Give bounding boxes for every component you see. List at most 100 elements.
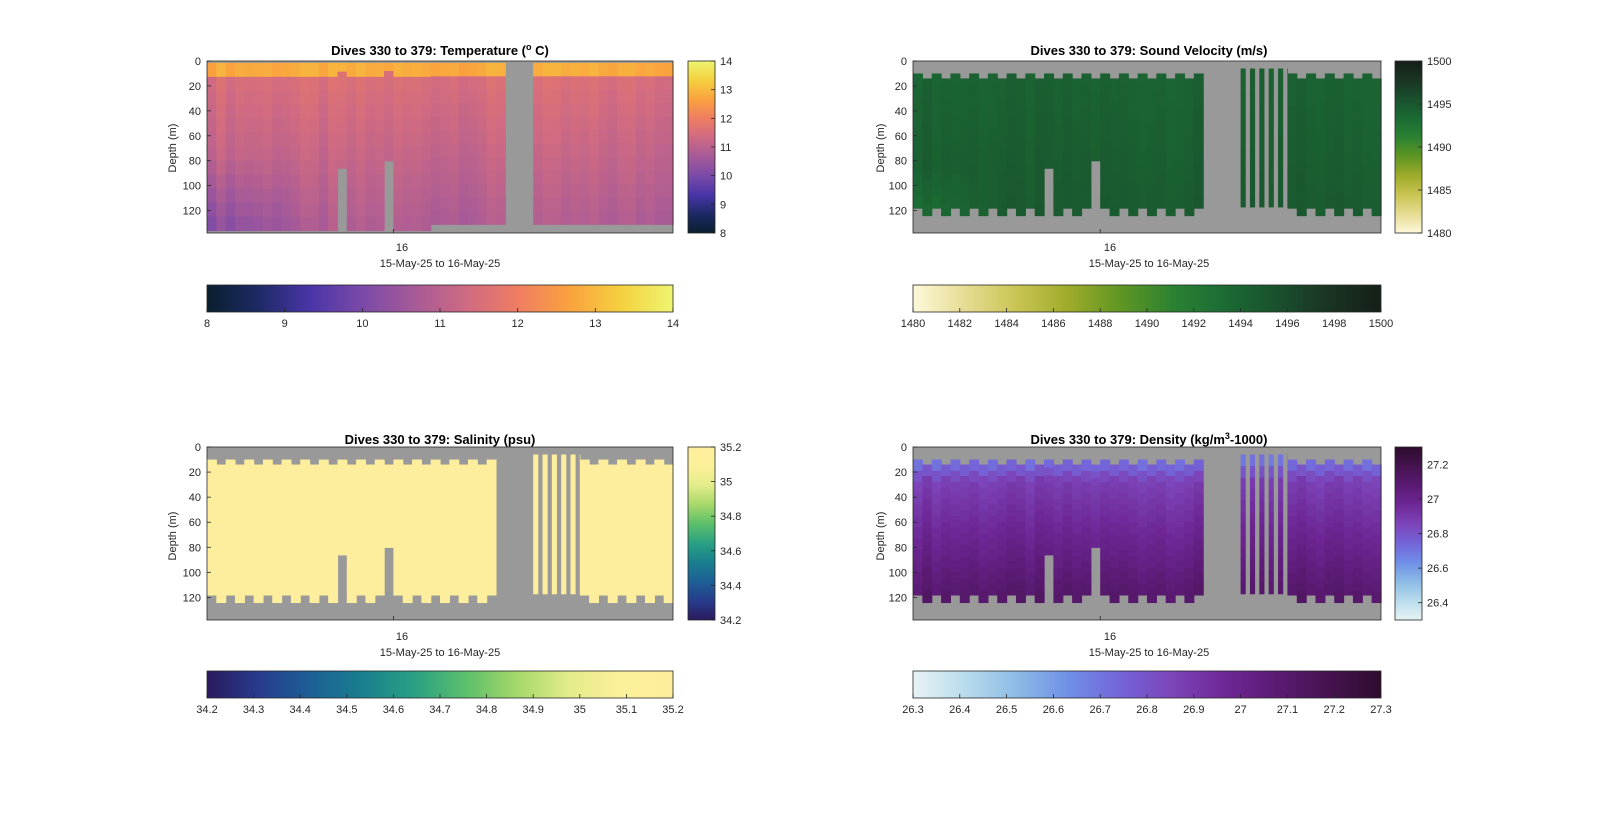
density-side-colorbar-label: 27.2 xyxy=(1427,459,1448,471)
salinity-ytick-label: 20 xyxy=(189,467,201,479)
sound-velocity-cell xyxy=(1109,169,1120,182)
salinity-cell xyxy=(635,504,646,517)
sound-velocity-cell xyxy=(1053,101,1064,114)
temperature-cell xyxy=(467,62,478,77)
salinity-cell xyxy=(570,547,581,560)
temperature-cell xyxy=(300,132,311,148)
density-cell xyxy=(1352,567,1363,581)
temperature-cell xyxy=(421,132,432,148)
density-cell xyxy=(1287,549,1298,562)
temperature-cell xyxy=(384,152,394,162)
sound-velocity-cell xyxy=(1324,196,1335,209)
salinity-cell xyxy=(617,527,627,540)
density-cell xyxy=(959,533,970,546)
salinity-cell xyxy=(356,549,367,562)
density-cell xyxy=(1147,487,1157,500)
sound-velocity-cell xyxy=(1268,68,1279,81)
density-cell xyxy=(1278,500,1288,514)
sound-velocity-cell xyxy=(1362,84,1373,97)
temperature-cell xyxy=(328,62,339,78)
salinity-cell xyxy=(262,527,273,540)
temperature-cell xyxy=(337,133,348,143)
density-cell xyxy=(1306,493,1317,506)
salinity-cell xyxy=(309,590,320,604)
density-cell xyxy=(1109,567,1120,581)
salinity-cell xyxy=(328,567,339,581)
sound-velocity-cell xyxy=(1128,112,1139,125)
density-cell xyxy=(1193,504,1204,517)
sound-velocity-cell xyxy=(997,181,1008,194)
sound-velocity-cell xyxy=(1006,73,1017,86)
sound-velocity-cell xyxy=(1315,124,1326,137)
temperature-cell xyxy=(495,143,506,158)
salinity-cell xyxy=(458,499,469,512)
density-cell xyxy=(1343,459,1354,472)
salinity-cell xyxy=(244,538,255,551)
density-cell xyxy=(1100,493,1111,506)
salinity-cell xyxy=(262,515,273,528)
temperature-bottom-colorbar-label: 13 xyxy=(589,318,601,330)
temperature-cell xyxy=(309,146,320,162)
temperature-cell xyxy=(346,202,357,218)
temperature-cell xyxy=(430,116,441,131)
density-xlabel: 15-May-25 to 16-May-25 xyxy=(1089,647,1209,659)
sound-velocity-cell xyxy=(1081,163,1092,176)
temperature-cell xyxy=(430,130,441,145)
temperature-dive-column xyxy=(607,62,618,225)
salinity-cell xyxy=(467,538,478,551)
salinity-cell xyxy=(412,583,422,596)
sound-velocity-cell xyxy=(1352,89,1363,102)
density-cell xyxy=(1240,466,1251,479)
salinity-side-colorbar-label: 34.2 xyxy=(720,615,741,627)
sound-velocity-cell xyxy=(931,95,942,108)
salinity-cell xyxy=(412,515,422,528)
density-cell xyxy=(1362,549,1373,562)
salinity-cell xyxy=(216,579,227,592)
temperature-cell xyxy=(579,116,590,131)
density-cell xyxy=(1371,476,1382,489)
temperature-cell xyxy=(626,210,637,225)
density-cell xyxy=(1240,524,1251,537)
salinity-ytick-label: 40 xyxy=(189,492,201,504)
temperature-cell xyxy=(225,132,236,148)
temperature-ytick-label: 120 xyxy=(183,206,201,218)
sound-velocity-gap-stripe xyxy=(1283,61,1288,233)
density-cell xyxy=(1034,556,1045,569)
salinity-cell xyxy=(467,561,478,573)
temperature-cell xyxy=(551,76,562,91)
temperature-cell xyxy=(393,160,404,176)
sound-velocity-cell xyxy=(1343,95,1354,108)
density-cell xyxy=(1044,546,1054,556)
temperature-cell xyxy=(234,90,245,106)
sound-velocity-cell xyxy=(1006,140,1017,153)
density-cell xyxy=(1137,549,1148,562)
sound-velocity-cell xyxy=(969,107,980,119)
density-cell xyxy=(1100,515,1111,528)
salinity-cell xyxy=(272,579,283,592)
density-cell xyxy=(913,538,923,551)
salinity-cell xyxy=(570,477,581,490)
salinity-cell xyxy=(477,487,488,500)
salinity-cell xyxy=(589,522,600,535)
density-cell xyxy=(1109,544,1120,558)
sound-velocity-bottom-colorbar: 1480 1482 1484 1486 1488 1490 1492 1494 1496 1498… xyxy=(901,284,1393,330)
density-cell xyxy=(1352,544,1363,558)
density-panel: Dives 330 to 379: Density (kg/m3-1000) D… xyxy=(875,431,1448,716)
salinity-cell xyxy=(328,522,339,535)
density-cell xyxy=(1147,579,1157,592)
salinity-cell xyxy=(486,527,497,540)
temperature-bottom-colorbar-label: 12 xyxy=(512,318,524,330)
salinity-dive-column xyxy=(598,459,609,596)
sound-velocity-cell xyxy=(1137,185,1148,198)
sound-velocity-cell xyxy=(959,78,970,91)
density-cell xyxy=(1137,583,1148,596)
salinity-cell xyxy=(384,499,394,507)
temperature-dive-column xyxy=(635,62,646,225)
density-cell xyxy=(1090,492,1101,500)
salinity-cell xyxy=(412,482,422,494)
sound-velocity-cell xyxy=(1362,73,1373,86)
sound-velocity-cell xyxy=(1371,204,1382,217)
temperature-cell xyxy=(244,160,255,176)
temperature-cell xyxy=(458,76,469,91)
temperature-cell xyxy=(645,130,655,145)
